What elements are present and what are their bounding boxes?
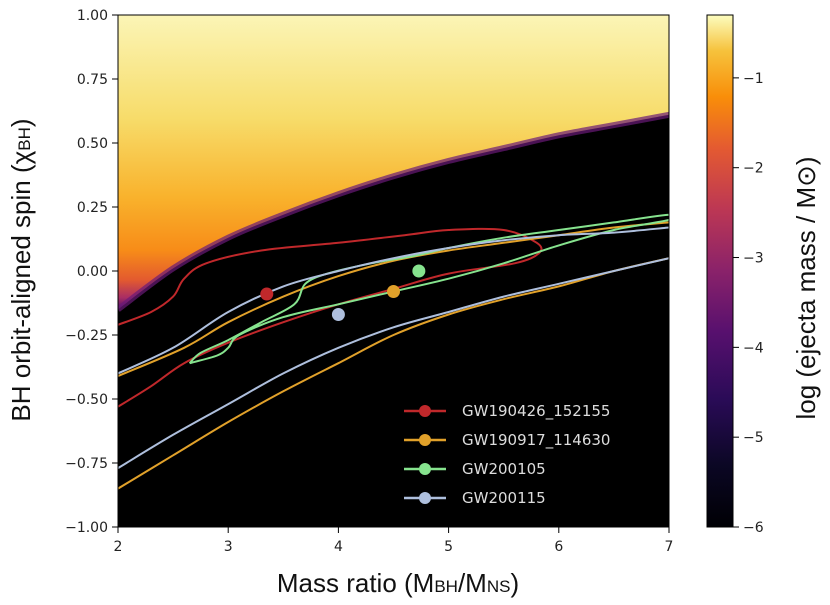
y-tick-label: 0.25 — [77, 200, 108, 216]
legend-marker-GW200115 — [419, 492, 431, 504]
colorbar-tick-label: −1 — [743, 71, 764, 87]
contours-group — [118, 213, 669, 490]
x-tick-label: 7 — [665, 539, 674, 555]
x-tick-label: 2 — [114, 539, 123, 555]
colorbar-label: log (ejecta mass / M⊙) — [791, 156, 821, 419]
colorbar-ticks: −1 −2 −3 −4 −5 −6 — [733, 71, 764, 536]
contour-GW190917_114630-0 — [118, 221, 669, 377]
legend-label-GW190917_114630: GW190917_114630 — [462, 431, 610, 450]
colorbar-tick-label: −6 — [743, 520, 764, 536]
y-tick-label: 0.00 — [77, 264, 108, 280]
ejecta-boundary-edge — [118, 111, 669, 312]
legend-marker-GW190917_114630 — [419, 434, 431, 446]
colorbar-tick-label: −3 — [743, 251, 764, 267]
point-GW190426_152155 — [260, 287, 274, 301]
colorbar-tick-label: −4 — [743, 340, 764, 356]
y-tick-label: 0.75 — [77, 72, 108, 88]
legend-label-GW200115: GW200115 — [462, 489, 546, 507]
contour-GW190426_152155-0 — [118, 227, 543, 408]
x-axis-ticks: 2 3 4 5 6 7 — [114, 527, 674, 555]
colorbar-tick-label: −5 — [743, 430, 764, 446]
x-axis-label: Mass ratio (MBH/MNS) — [277, 568, 519, 598]
x-tick-label: 5 — [444, 539, 453, 555]
y-tick-label: −1.00 — [65, 520, 108, 536]
y-tick-label: 0.50 — [77, 136, 108, 152]
x-tick-label: 6 — [554, 539, 563, 555]
contour-GW190917_114630-1 — [118, 257, 669, 490]
x-tick-label: 3 — [224, 539, 233, 555]
point-GW200105 — [412, 264, 426, 278]
contour-GW200105-0 — [188, 213, 669, 365]
point-GW200115 — [331, 308, 345, 322]
contour-GW200115-0 — [118, 226, 669, 375]
contour-GW200115-1 — [118, 257, 669, 469]
y-tick-label: −0.75 — [65, 456, 108, 472]
y-tick-label: −0.25 — [65, 328, 108, 344]
ejecta-heat-region — [118, 15, 669, 310]
y-axis-ticks: −1.00 −0.75 −0.50 −0.25 0.00 0.25 0.50 0.75 1.00 — [65, 8, 118, 536]
y-axis-label: BH orbit-aligned spin (χBH) — [6, 118, 36, 421]
legend-marker-GW190426_152155 — [419, 405, 431, 417]
legend: GW190426_152155 GW190917_114630 GW200105 GW… — [404, 402, 610, 507]
colorbar — [706, 14, 734, 528]
point-GW190917_114630 — [387, 284, 400, 298]
x-tick-label: 4 — [334, 539, 343, 555]
y-tick-label: −0.50 — [65, 392, 108, 408]
colorbar-tick-label: −2 — [743, 161, 764, 177]
y-tick-label: 1.00 — [77, 8, 108, 24]
legend-marker-GW200105 — [419, 463, 431, 475]
legend-label-GW190426_152155: GW190426_152155 — [462, 402, 610, 421]
points-group — [260, 264, 426, 322]
legend-label-GW200105: GW200105 — [462, 460, 546, 478]
